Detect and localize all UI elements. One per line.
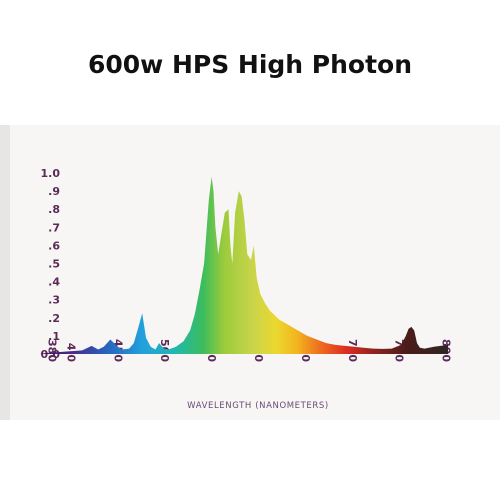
y-tick-label: .9 <box>48 185 60 198</box>
y-tick-label: .4 <box>48 276 60 289</box>
y-tick-label: .6 <box>48 239 60 252</box>
y-tick-label: .3 <box>48 294 60 307</box>
plot-area <box>40 176 448 354</box>
chart-panel-edge <box>0 125 10 420</box>
y-tick-label: 1.0 <box>41 167 61 180</box>
y-tick-label: .2 <box>48 312 60 325</box>
y-axis: 0.0 .1 .2 .3 .4 .5 .6 .7 .8 .9 1.0 <box>41 167 61 361</box>
y-tick-label: .7 <box>48 221 60 234</box>
y-tick-label: .8 <box>48 203 60 216</box>
x-axis-label: WAVELENGTH (NANOMETERS) <box>187 401 329 411</box>
y-tick-label: .1 <box>48 330 60 343</box>
x-tick-label: 380 <box>46 339 59 362</box>
y-tick-label: .5 <box>48 258 60 271</box>
chart-title: 600w HPS High Photon <box>87 50 413 79</box>
y-tick-label: 0.0 <box>41 348 61 361</box>
spectrum-area <box>40 176 448 354</box>
